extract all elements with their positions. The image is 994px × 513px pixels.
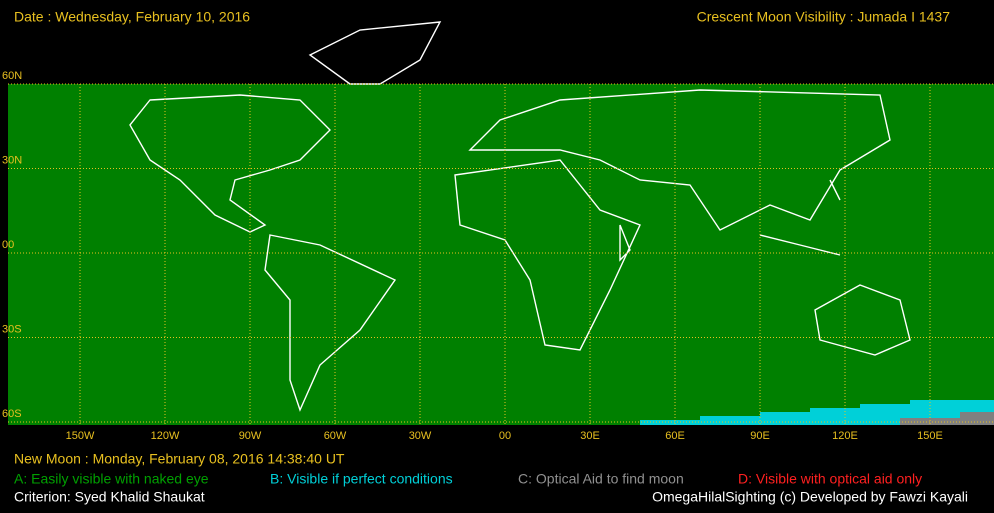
credit: OmegaHilalSighting (c) Developed by Fawz…: [652, 489, 968, 505]
lon-label: 60E: [665, 430, 685, 442]
lat-label: 30N: [2, 154, 22, 166]
date: Date : Wednesday, February 10, 2016: [14, 9, 250, 25]
lon-label: 120E: [832, 430, 858, 442]
lon-label: 30W: [409, 430, 432, 442]
lon-label: 150E: [917, 430, 943, 442]
criterion: Criterion: Syed Khalid Shaukat: [14, 489, 205, 505]
lat-label: 60N: [2, 70, 22, 82]
legend-b: B: Visible if perfect conditions: [270, 471, 453, 487]
lon-label: 00: [499, 430, 511, 442]
lat-label: 30S: [2, 323, 22, 335]
map-area: [8, 84, 994, 425]
title: Crescent Moon Visibility : Jumada I 1437: [697, 9, 951, 25]
lat-label: 00: [2, 239, 14, 251]
legend-d: D: Visible with optical aid only: [738, 471, 922, 487]
legend-c: C: Optical Aid to find moon: [518, 471, 684, 487]
legend-a: A: Easily visible with naked eye: [14, 471, 209, 487]
coastlines: [129, 21, 911, 412]
lon-label: 60W: [324, 430, 347, 442]
lon-label: 150W: [66, 430, 95, 442]
lon-label: 30E: [580, 430, 600, 442]
lon-label: 90W: [239, 430, 262, 442]
lon-label: 120W: [151, 430, 180, 442]
graticule: 60N 30N 00 30S 60S 150W 120W 90W 60W 30W 00 30E 60E 9…: [2, 70, 994, 442]
lon-label: 90E: [750, 430, 770, 442]
new-moon: New Moon : Monday, February 08, 2016 14:…: [14, 451, 345, 467]
lat-label: 60S: [2, 408, 22, 420]
